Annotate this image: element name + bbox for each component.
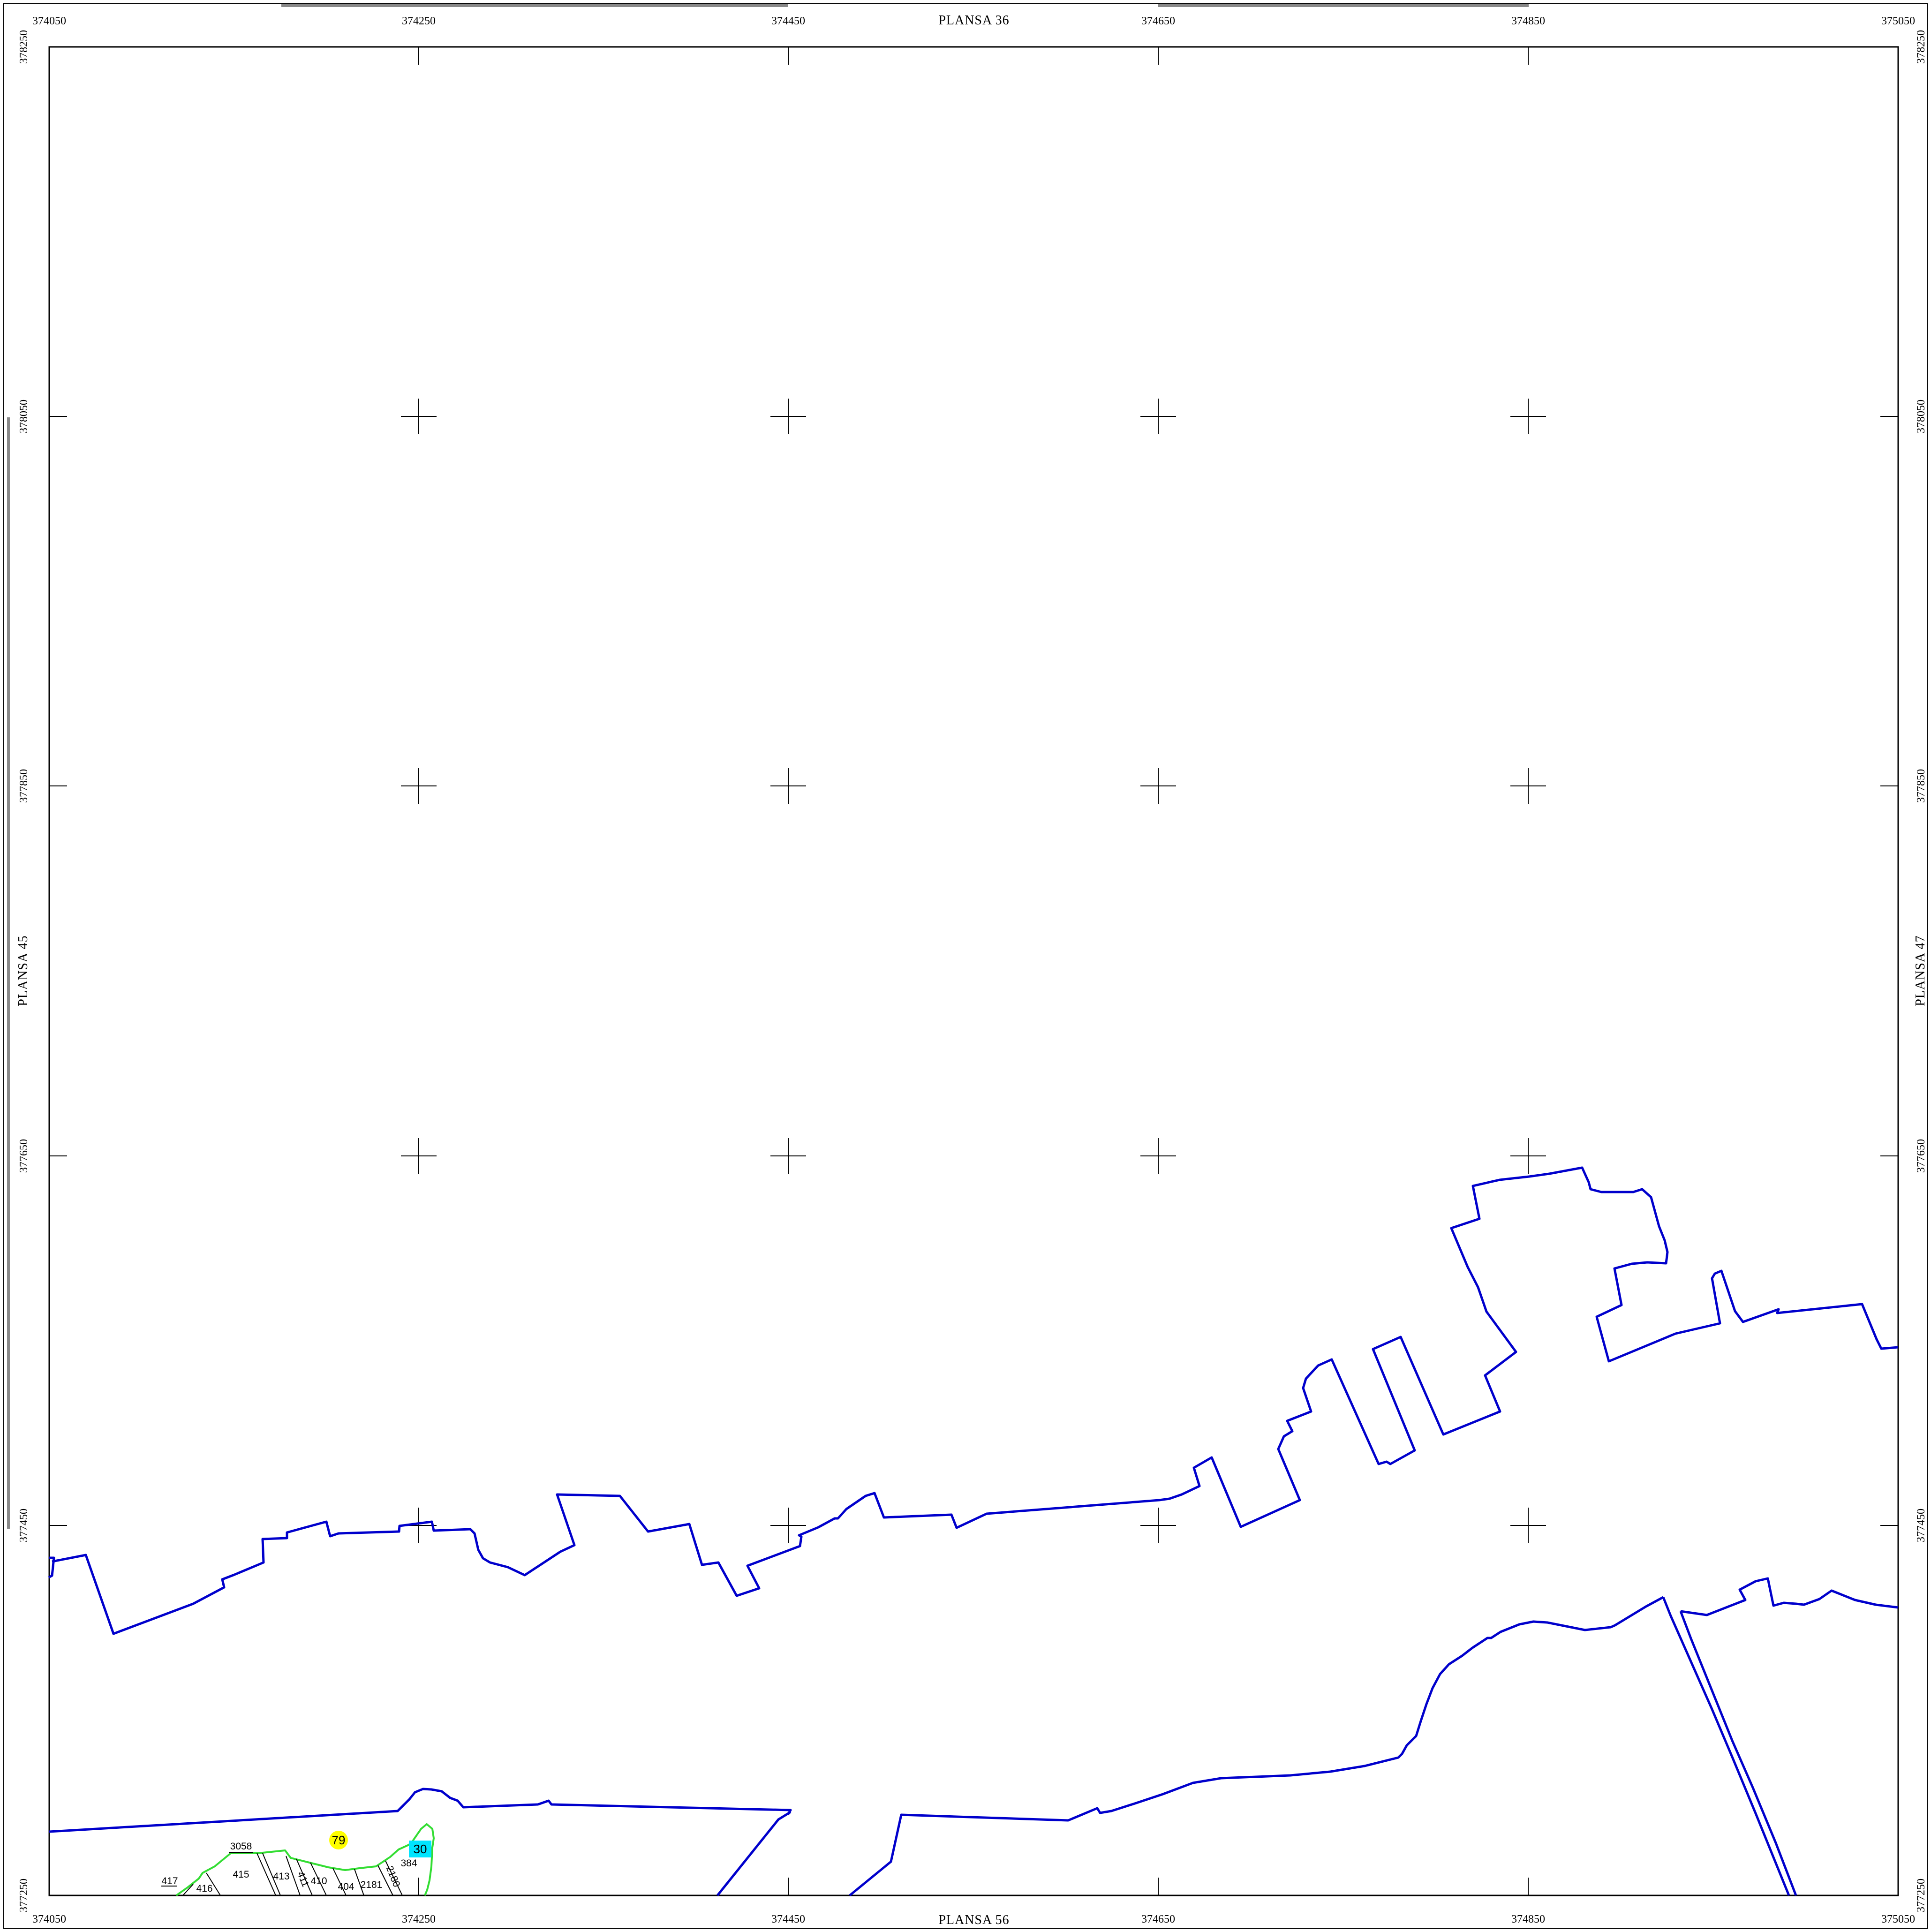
- parcel-label-2181: 2181: [361, 1879, 383, 1890]
- x-tick-label-bottom: 375050: [1881, 1913, 1915, 1925]
- x-tick-label-top: 374650: [1141, 15, 1175, 27]
- parcel-label-417: 417: [161, 1876, 178, 1887]
- y-tick-label-right: 378250: [1915, 30, 1927, 64]
- boundary-river-right: [1679, 1611, 1797, 1896]
- sheet-label-bottom: PLANSA 56: [938, 1913, 1009, 1927]
- x-tick-label-bottom: 374450: [771, 1913, 805, 1925]
- map-frame: [48, 46, 1899, 1896]
- sheet-label-right: PLANSA 47: [1913, 935, 1928, 1006]
- y-tick-label-right: 378050: [1915, 400, 1927, 433]
- x-tick-label-top: 375050: [1881, 15, 1915, 27]
- grid-crosses: [49, 47, 1898, 1895]
- y-tick-label-right: 377250: [1915, 1879, 1927, 1912]
- parcel-label-2180: 2180: [384, 1864, 402, 1889]
- x-tick-label-top: 374250: [402, 15, 436, 27]
- y-tick-label-right: 377850: [1915, 769, 1927, 803]
- x-tick-label-top: 374850: [1511, 15, 1545, 27]
- boundary-east-south: [1680, 1577, 1899, 1616]
- boundary-south-diagonal: [717, 1811, 792, 1896]
- highlight-yellow-label: 79: [332, 1833, 346, 1847]
- y-tick-label-left: 378250: [18, 30, 30, 64]
- x-tick-label-bottom: 374250: [402, 1913, 436, 1925]
- y-tick-label-right: 377650: [1915, 1139, 1927, 1173]
- parcel-label-3058: 3058: [230, 1841, 252, 1852]
- parcel-label-410: 410: [310, 1876, 327, 1887]
- parcel-label-416: 416: [196, 1883, 212, 1894]
- boundary-south-east: [849, 1596, 1664, 1896]
- boundary-lines: [48, 1166, 1899, 1896]
- y-tick-label-left: 377250: [18, 1879, 30, 1912]
- x-tick-label-top: 374050: [32, 15, 66, 27]
- boundary-south-west: [49, 1788, 792, 1833]
- highlight-cyan-label: 30: [414, 1842, 427, 1856]
- sheet-label-top: PLANSA 36: [938, 13, 1009, 28]
- sheet-label-left: PLANSA 45: [16, 935, 30, 1006]
- x-tick-label-bottom: 374050: [32, 1913, 66, 1925]
- boundary-river-left: [1662, 1597, 1790, 1896]
- y-tick-label-left: 377650: [18, 1139, 30, 1173]
- parcel-label-413: 413: [273, 1871, 289, 1882]
- cadastral-boundary: [175, 1823, 435, 1896]
- boundary-north-strip: [48, 1556, 55, 1579]
- y-tick-label-left: 377450: [18, 1509, 30, 1542]
- boundary-north-main: [52, 1166, 1899, 1635]
- highlight-cyan-marker: [409, 1841, 431, 1857]
- highlight-yellow-marker: [329, 1831, 348, 1849]
- parcel-label-404: 404: [338, 1881, 354, 1892]
- sheet-border: [3, 3, 1928, 1929]
- parcel-lines: [161, 1852, 403, 1896]
- x-tick-label-bottom: 374650: [1141, 1913, 1175, 1925]
- x-tick-label-bottom: 374850: [1511, 1913, 1545, 1925]
- y-tick-label-left: 378050: [18, 400, 30, 433]
- parcel-label-384: 384: [400, 1858, 417, 1869]
- y-tick-label-right: 377450: [1915, 1509, 1927, 1542]
- x-tick-label-top: 374450: [771, 15, 805, 27]
- parcel-label-415: 415: [233, 1869, 249, 1880]
- y-tick-label-left: 377850: [18, 769, 30, 803]
